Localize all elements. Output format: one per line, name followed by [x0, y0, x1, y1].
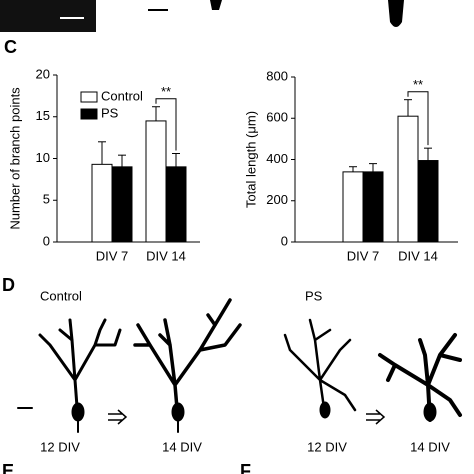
panel-label: C: [4, 37, 17, 57]
legend-label: Control: [101, 88, 143, 103]
transition-arrow: [108, 409, 386, 425]
bar: [111, 166, 133, 243]
significance-label: **: [161, 84, 171, 99]
y-axis-title: Number of branch points: [7, 87, 22, 230]
neuron-fragment: [210, 0, 222, 10]
significance-bracket: [407, 91, 429, 146]
significance-bracket: [155, 98, 177, 151]
y-tick-label: 10: [36, 150, 50, 165]
y-tick-label: 200: [266, 192, 288, 207]
y-tick-label: 0: [281, 233, 288, 248]
bar: [165, 166, 187, 243]
legend-label: PS: [101, 105, 119, 120]
y-tick-label: 0: [43, 233, 50, 248]
neuron-fragment: [388, 0, 404, 27]
bar: [91, 163, 113, 243]
stage-label: 12 DIV: [307, 439, 347, 454]
y-axis-title: Total length (μm): [243, 111, 258, 208]
y-tick-label: 20: [36, 66, 50, 81]
bar: [362, 171, 384, 243]
x-tick-label: DIV 7: [96, 248, 129, 263]
x-tick-label: DIV 14: [398, 248, 438, 263]
stage-label: 14 DIV: [410, 439, 450, 454]
bar: [397, 115, 419, 243]
condition-label: Control: [40, 288, 82, 303]
bar: [342, 171, 364, 243]
condition-label: PS: [305, 288, 323, 303]
stage-label: 12 DIV: [40, 439, 80, 454]
x-tick-label: DIV 7: [347, 248, 380, 263]
stage-label: 14 DIV: [162, 439, 202, 454]
panel-label: F: [240, 461, 251, 474]
y-tick-label: 600: [266, 110, 288, 125]
panel-label: E: [2, 461, 14, 474]
x-tick-label: DIV 14: [146, 248, 186, 263]
micrograph: [0, 0, 96, 32]
panel-label: D: [2, 275, 15, 295]
y-tick-label: 15: [36, 108, 50, 123]
y-tick-label: 400: [266, 151, 288, 166]
bar: [417, 160, 439, 243]
y-tick-label: 800: [266, 68, 288, 83]
bar: [145, 120, 167, 243]
legend-swatch: [80, 91, 98, 103]
legend-swatch: [80, 108, 98, 120]
neuron-drawing: [17, 298, 462, 433]
significance-label: **: [413, 77, 423, 92]
y-tick-label: 5: [43, 192, 50, 207]
